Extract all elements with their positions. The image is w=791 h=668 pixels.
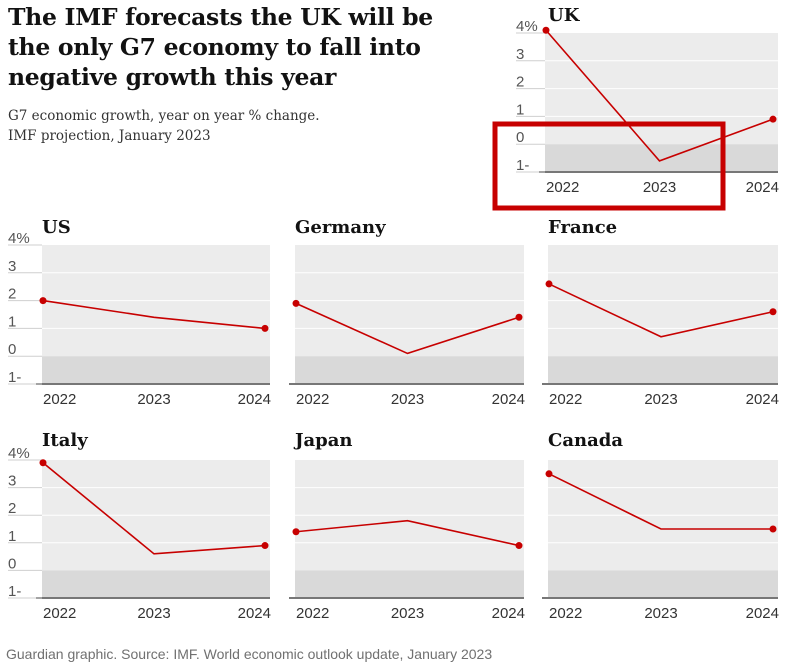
headline: The IMF forecasts the UK will be the onl… bbox=[8, 3, 433, 91]
germany-title: Germany bbox=[295, 217, 386, 238]
germany-data-point bbox=[515, 313, 523, 321]
france-data-point bbox=[769, 308, 777, 316]
italy-xtick-label: 2024 bbox=[238, 605, 271, 622]
uk-data-point bbox=[769, 115, 777, 123]
subtitle: G7 economic growth, year on year % chang… bbox=[8, 106, 468, 146]
us-ytick-label: 4% bbox=[8, 230, 30, 247]
us-ytick-label: 1 bbox=[8, 313, 16, 330]
italy-title: Italy bbox=[42, 430, 88, 451]
italy-xtick-label: 2022 bbox=[43, 605, 76, 622]
uk-ytick-label: 1 bbox=[516, 101, 524, 118]
japan-series-line bbox=[295, 519, 520, 547]
italy-ytick-label: 1- bbox=[8, 583, 21, 600]
us-title: US bbox=[42, 217, 71, 238]
italy-data-point bbox=[261, 542, 269, 550]
germany-negative-zone bbox=[295, 356, 524, 384]
canada-data-point bbox=[769, 525, 777, 533]
france-data-point bbox=[545, 280, 553, 288]
japan-xtick-label: 2024 bbox=[492, 605, 525, 622]
us-ytick-label: 0 bbox=[8, 341, 16, 358]
canada-xtick-label: 2024 bbox=[746, 605, 779, 622]
france-xtick-label: 2022 bbox=[549, 391, 582, 408]
us-xtick-label: 2023 bbox=[137, 391, 170, 408]
italy-ytick-label: 2 bbox=[8, 500, 16, 517]
us-ytick-label: 2 bbox=[8, 286, 16, 303]
uk-xtick-label: 2022 bbox=[546, 179, 579, 196]
italy-negative-zone bbox=[42, 570, 270, 598]
canada-negative-zone bbox=[548, 570, 778, 598]
italy-xtick-label: 2023 bbox=[137, 605, 170, 622]
italy-ytick-label: 4% bbox=[8, 445, 30, 462]
france-series-line bbox=[548, 283, 774, 338]
japan-xtick-label: 2022 bbox=[296, 605, 329, 622]
subtitle-line-2: IMF projection, January 2023 bbox=[8, 128, 211, 144]
germany-xtick-label: 2023 bbox=[391, 391, 424, 408]
italy-data-point bbox=[39, 459, 47, 467]
us-xtick-label: 2022 bbox=[43, 391, 76, 408]
uk-negative-zone bbox=[545, 144, 778, 172]
japan-xtick-label: 2023 bbox=[391, 605, 424, 622]
italy-ytick-label: 0 bbox=[8, 555, 16, 572]
uk-data-point bbox=[542, 26, 550, 34]
germany-data-point bbox=[292, 299, 300, 307]
canada-title: Canada bbox=[548, 430, 623, 451]
uk-ytick-label: 3 bbox=[516, 46, 524, 63]
source-note: Guardian graphic. Source: IMF. World eco… bbox=[6, 646, 493, 662]
us-data-point bbox=[261, 324, 269, 332]
japan-title: Japan bbox=[293, 430, 353, 451]
japan-data-point bbox=[515, 542, 523, 550]
japan-data-point bbox=[292, 528, 300, 536]
japan-negative-zone bbox=[295, 570, 524, 598]
germany-xtick-label: 2024 bbox=[492, 391, 525, 408]
subtitle-line-1: G7 economic growth, year on year % chang… bbox=[8, 108, 320, 124]
canada-data-point bbox=[545, 470, 553, 478]
us-data-point bbox=[39, 297, 47, 305]
uk-title: UK bbox=[548, 5, 581, 26]
uk-ytick-label: 2 bbox=[516, 74, 524, 91]
us-ytick-label: 1- bbox=[8, 369, 21, 386]
uk-xtick-label: 2024 bbox=[746, 179, 779, 196]
france-title: France bbox=[548, 217, 617, 238]
france-negative-zone bbox=[548, 356, 778, 384]
italy-series-line bbox=[42, 462, 266, 555]
canada-xtick-label: 2022 bbox=[549, 605, 582, 622]
uk-ytick-label: 1- bbox=[516, 157, 529, 174]
uk-series-line bbox=[545, 29, 774, 162]
us-series-line bbox=[42, 299, 266, 330]
france-xtick-label: 2023 bbox=[644, 391, 677, 408]
uk-xtick-label: 2023 bbox=[643, 179, 676, 196]
italy-ytick-label: 1 bbox=[8, 528, 16, 545]
france-xtick-label: 2024 bbox=[746, 391, 779, 408]
germany-xtick-label: 2022 bbox=[296, 391, 329, 408]
germany-series-line bbox=[295, 302, 520, 355]
uk-highlight-box bbox=[492, 121, 726, 211]
uk-ytick-label: 0 bbox=[516, 129, 524, 146]
canada-series-line bbox=[548, 473, 773, 530]
canada-xtick-label: 2023 bbox=[644, 605, 677, 622]
uk-ytick-label: 4% bbox=[516, 18, 538, 35]
us-xtick-label: 2024 bbox=[238, 391, 271, 408]
us-ytick-label: 3 bbox=[8, 258, 16, 275]
italy-ytick-label: 3 bbox=[8, 473, 16, 490]
us-negative-zone bbox=[42, 356, 270, 384]
